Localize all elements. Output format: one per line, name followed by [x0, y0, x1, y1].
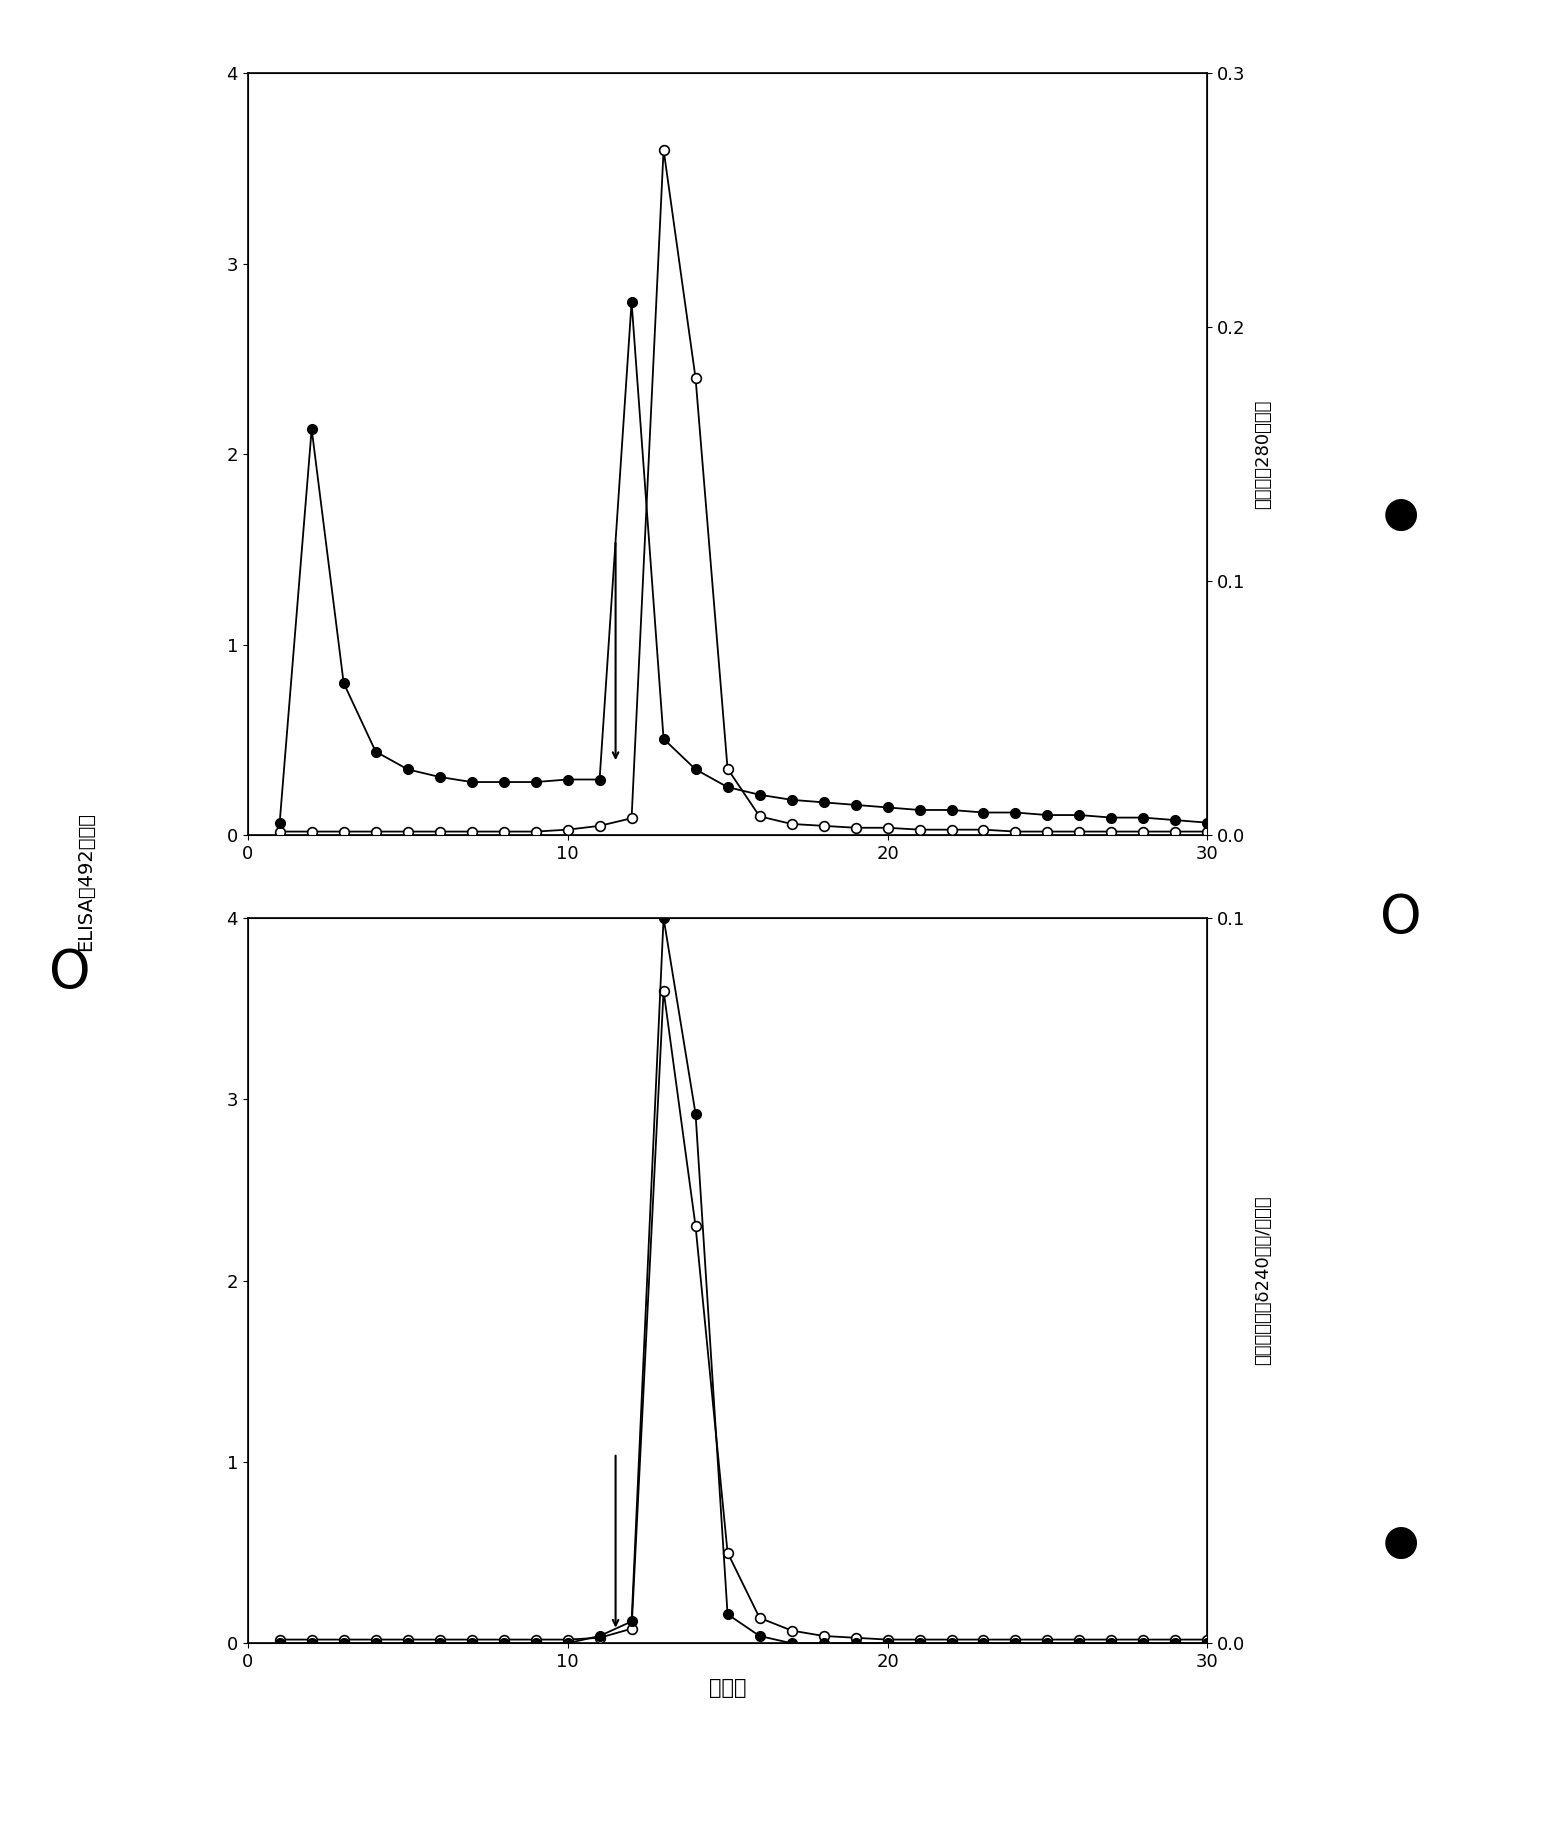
Text: ELISA（492纳米）: ELISA（492纳米） — [76, 812, 94, 951]
Text: ●: ● — [1382, 1522, 1420, 1562]
Text: ●: ● — [1382, 494, 1420, 534]
Y-axis label: 蛋白质（280纳米）: 蛋白质（280纳米） — [1254, 400, 1272, 509]
Text: O: O — [50, 947, 90, 999]
Text: O: O — [1381, 892, 1421, 944]
Y-axis label: 过氧化氢酶（δ240纳米/分钟）: 过氧化氢酶（δ240纳米/分钟） — [1254, 1195, 1272, 1366]
X-axis label: 组份号: 组份号 — [709, 1678, 746, 1698]
